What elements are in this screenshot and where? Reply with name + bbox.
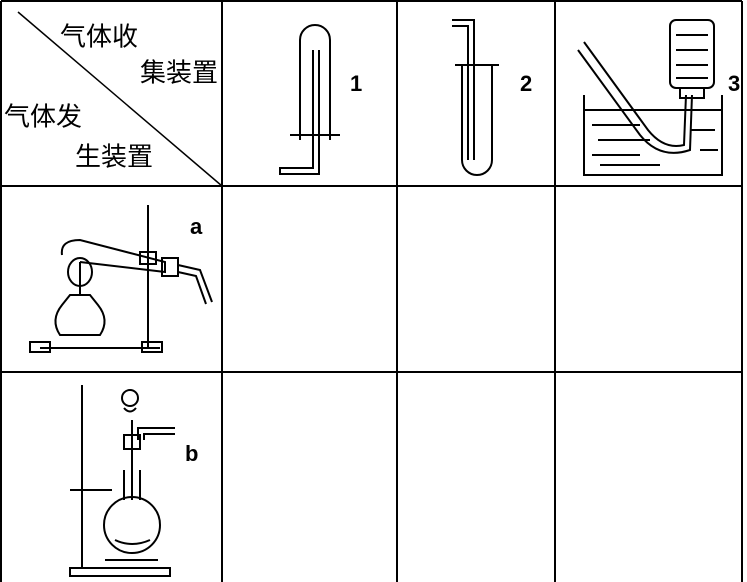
device-label: 2 <box>520 71 532 96</box>
device-label: 1 <box>350 71 362 96</box>
header-text: 气体发 <box>4 103 82 133</box>
device-b-drawing <box>69 385 175 577</box>
device-1-drawing <box>279 24 340 175</box>
device-2-drawing <box>452 19 499 176</box>
header-text: 气体收 <box>60 23 138 53</box>
device-label: b <box>185 441 198 466</box>
header-text: 集装置 <box>140 59 218 89</box>
device-label: 3 <box>728 71 740 96</box>
device-label: a <box>190 214 203 239</box>
device-a-drawing <box>29 205 213 353</box>
device-3-drawing <box>577 19 723 176</box>
header-text: 生装置 <box>75 143 153 173</box>
